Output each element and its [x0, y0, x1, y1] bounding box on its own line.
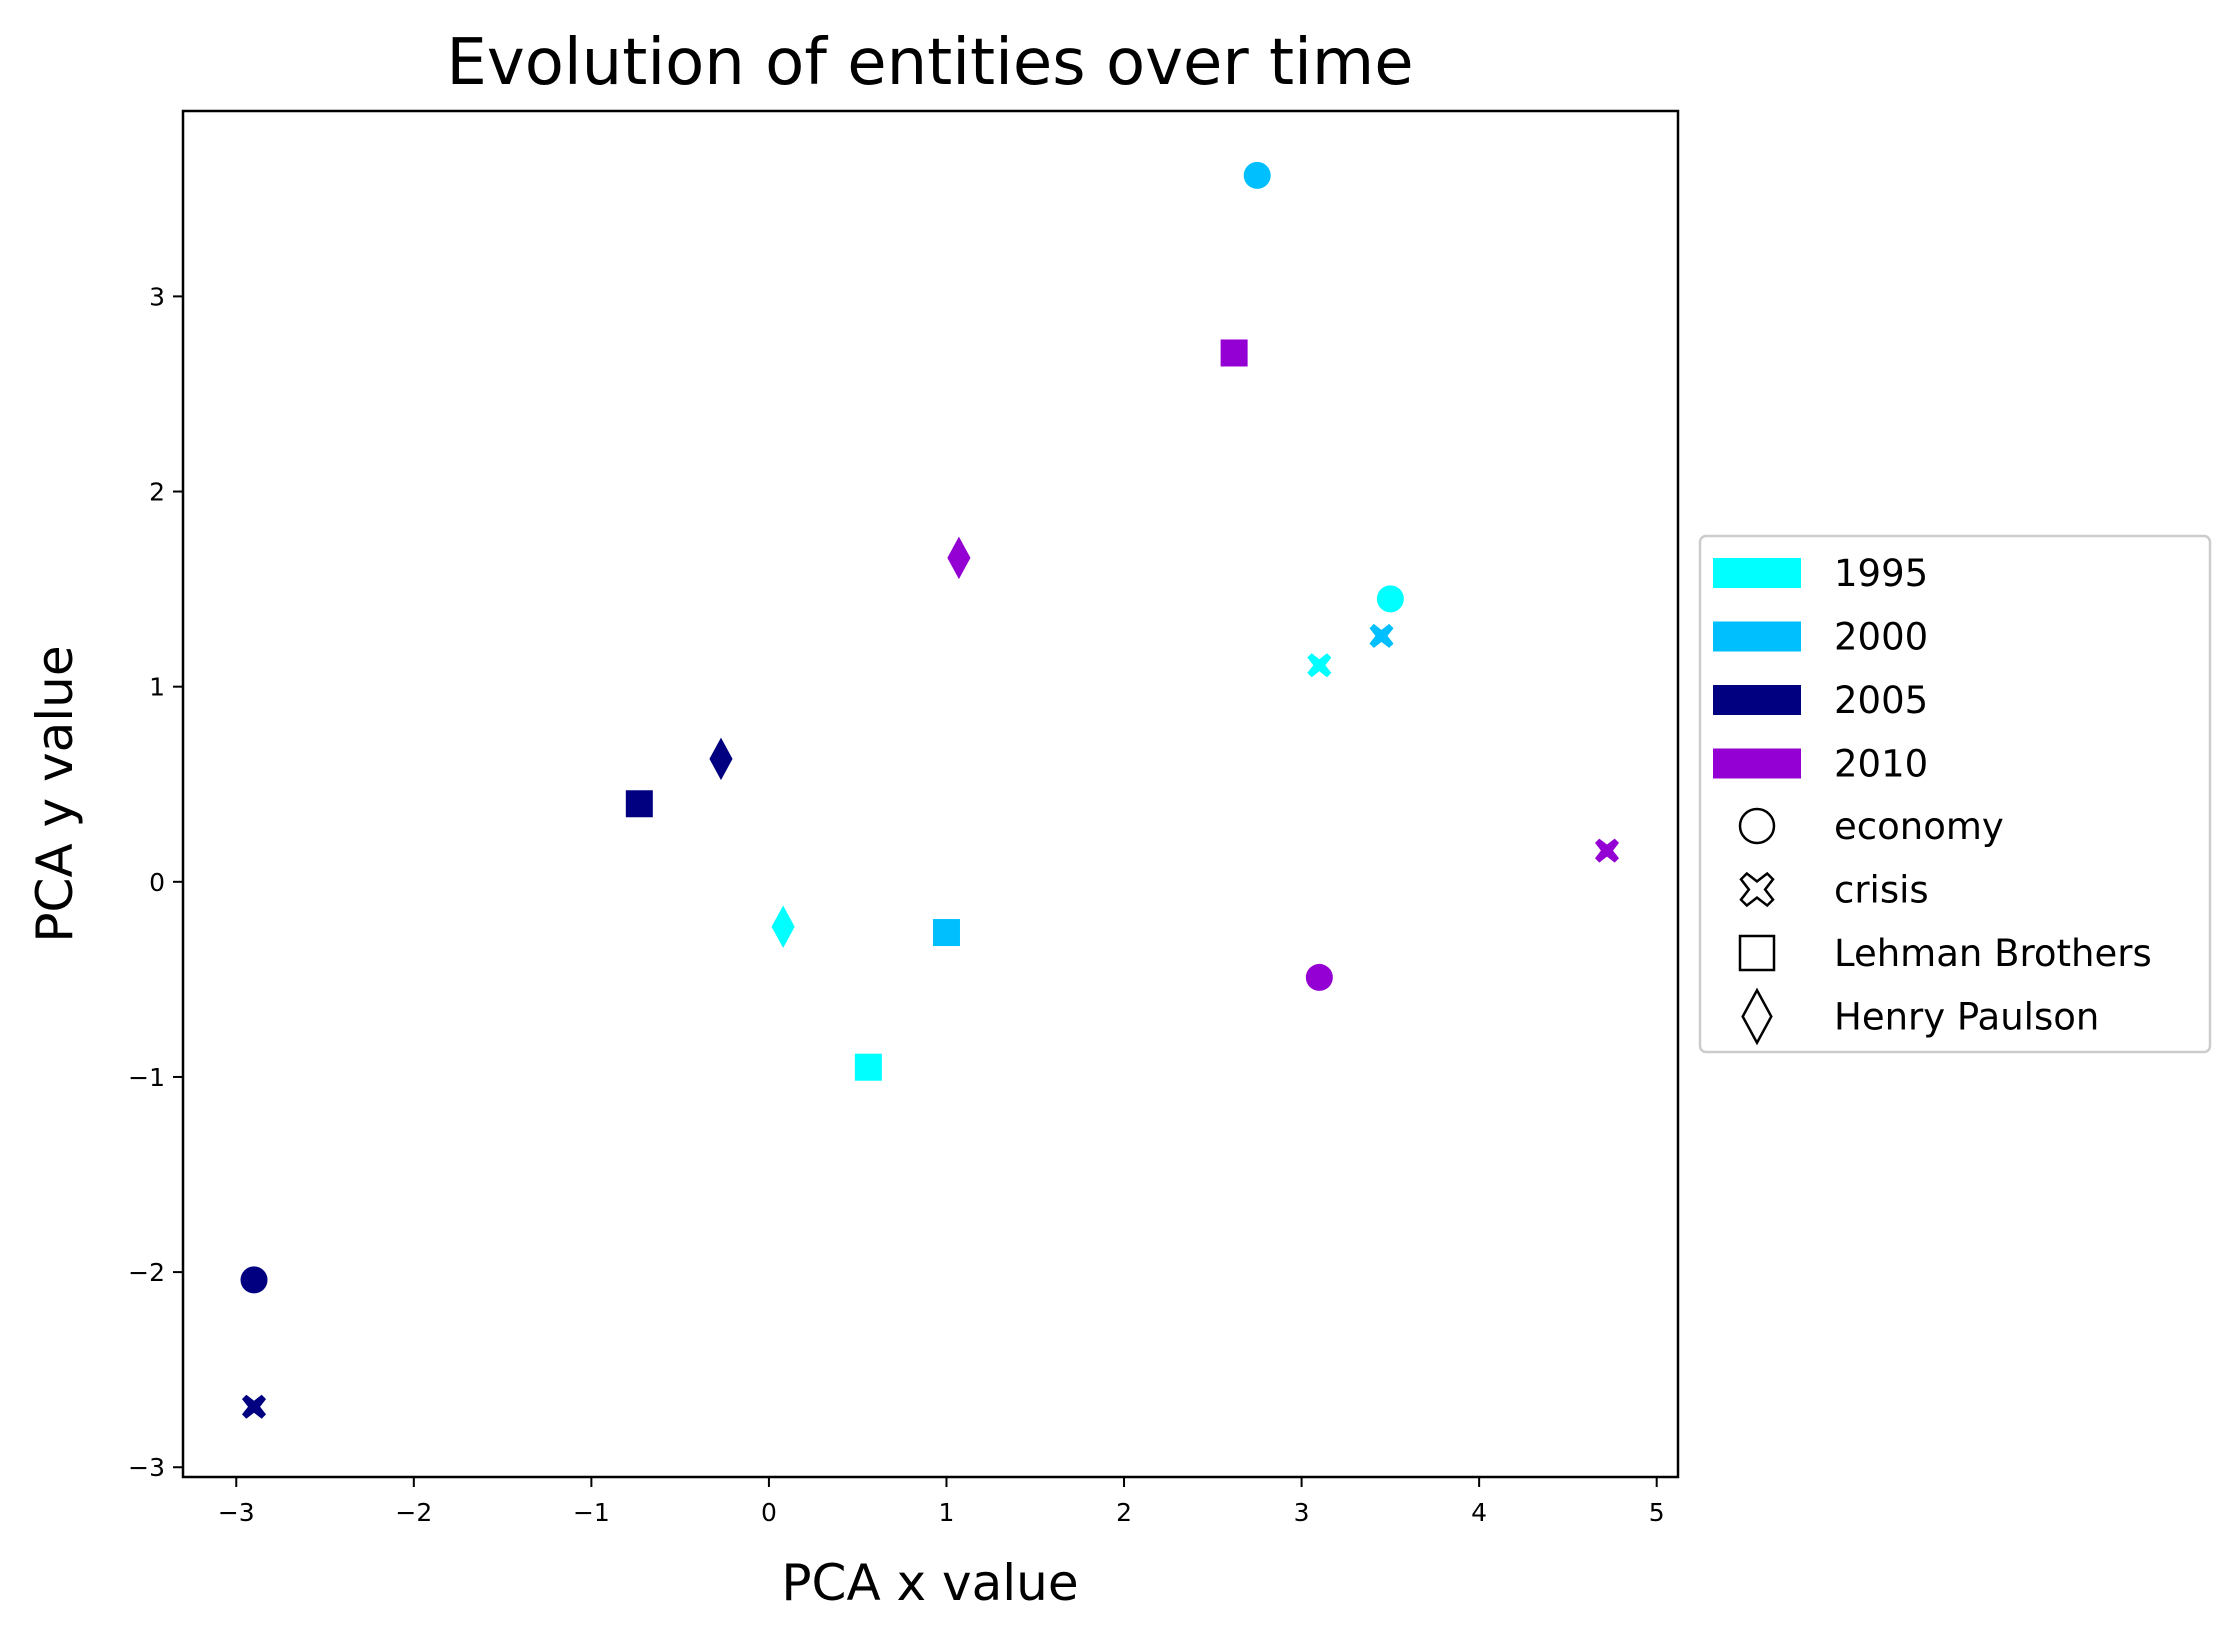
- data-point-lehman-brothers-2010: [1220, 339, 1248, 367]
- data-point-crisis-2010: [1595, 838, 1619, 863]
- legend-label-henry-paulson: Henry Paulson: [1834, 996, 2099, 1039]
- x-tick-label: 0: [761, 1498, 777, 1527]
- y-tick-label: 3: [149, 282, 165, 311]
- legend-swatch-2010: [1713, 748, 1801, 779]
- x-tick-label: 3: [1294, 1498, 1310, 1527]
- legend-label-crisis: crisis: [1834, 869, 1929, 912]
- legend-swatch-2000: [1713, 621, 1801, 652]
- x-axis-label: PCA x value: [781, 1554, 1078, 1612]
- data-points: [240, 161, 1619, 1419]
- x-axis-ticks: −3 −2 −1 0 1 2 3 4 5: [218, 1477, 1665, 1527]
- y-axis-label: PCA y value: [26, 645, 84, 942]
- legend-items: 1995 2000 2005 2010 economy crisis Lehman Brot…: [1713, 552, 2152, 1046]
- y-tick-label: −3: [128, 1453, 165, 1482]
- data-point-economy-2010: [1305, 963, 1333, 991]
- legend-marker-diamond-icon: [1741, 987, 1773, 1046]
- y-tick-label: 2: [149, 478, 165, 507]
- y-tick-label: −2: [128, 1258, 165, 1287]
- legend-label-lehman-brothers: Lehman Brothers: [1834, 932, 2152, 975]
- data-point-lehman-brothers-1995: [854, 1053, 882, 1081]
- x-tick-label: −2: [395, 1498, 432, 1527]
- data-point-lehman-brothers-2000: [932, 919, 960, 947]
- y-tick-label: 0: [149, 868, 165, 897]
- legend-marker-circle-icon: [1738, 807, 1776, 845]
- x-tick-label: −1: [573, 1498, 610, 1527]
- plot-area: [181, 109, 1680, 1479]
- legend-label-2005: 2005: [1834, 679, 1928, 722]
- legend-marker-x-icon: [1739, 871, 1775, 908]
- x-tick-label: 2: [1116, 1498, 1132, 1527]
- legend-swatch-2005: [1713, 685, 1801, 715]
- y-axis-ticks: −3 −2 −1 0 1 2 3: [128, 282, 183, 1482]
- legend: 1995 2000 2005 2010 economy crisis Lehman Brot…: [1698, 534, 2212, 1054]
- y-tick-label: 1: [149, 673, 165, 702]
- x-tick-label: 5: [1649, 1498, 1665, 1527]
- y-tick-label: −1: [128, 1063, 165, 1092]
- legend-label-2000: 2000: [1834, 616, 1928, 659]
- legend-label-2010: 2010: [1834, 743, 1928, 786]
- data-point-crisis-1995: [1307, 653, 1332, 678]
- data-point-henry-paulson-1995: [771, 905, 795, 948]
- x-tick-label: 4: [1471, 1498, 1487, 1527]
- data-point-economy-2005: [240, 1266, 268, 1294]
- chart-title: Evolution of entities over time: [446, 26, 1413, 100]
- legend-label-economy: economy: [1834, 805, 2004, 848]
- legend-swatch-1995: [1713, 558, 1801, 588]
- data-point-crisis-2000: [1369, 623, 1394, 648]
- plot-frame: [181, 109, 1680, 1479]
- data-point-economy-2000: [1243, 161, 1271, 189]
- data-point-henry-paulson-2010: [947, 536, 971, 580]
- legend-frame: [1698, 534, 2212, 1054]
- legend-marker-square-icon: [1738, 934, 1776, 972]
- data-point-lehman-brothers-2005: [625, 790, 653, 818]
- data-point-crisis-2005: [242, 1394, 266, 1419]
- legend-label-1995: 1995: [1834, 552, 1928, 595]
- data-point-economy-1995: [1376, 585, 1404, 613]
- x-tick-label: −3: [218, 1498, 255, 1527]
- x-tick-label: 1: [939, 1498, 955, 1527]
- data-point-henry-paulson-2005: [709, 737, 733, 781]
